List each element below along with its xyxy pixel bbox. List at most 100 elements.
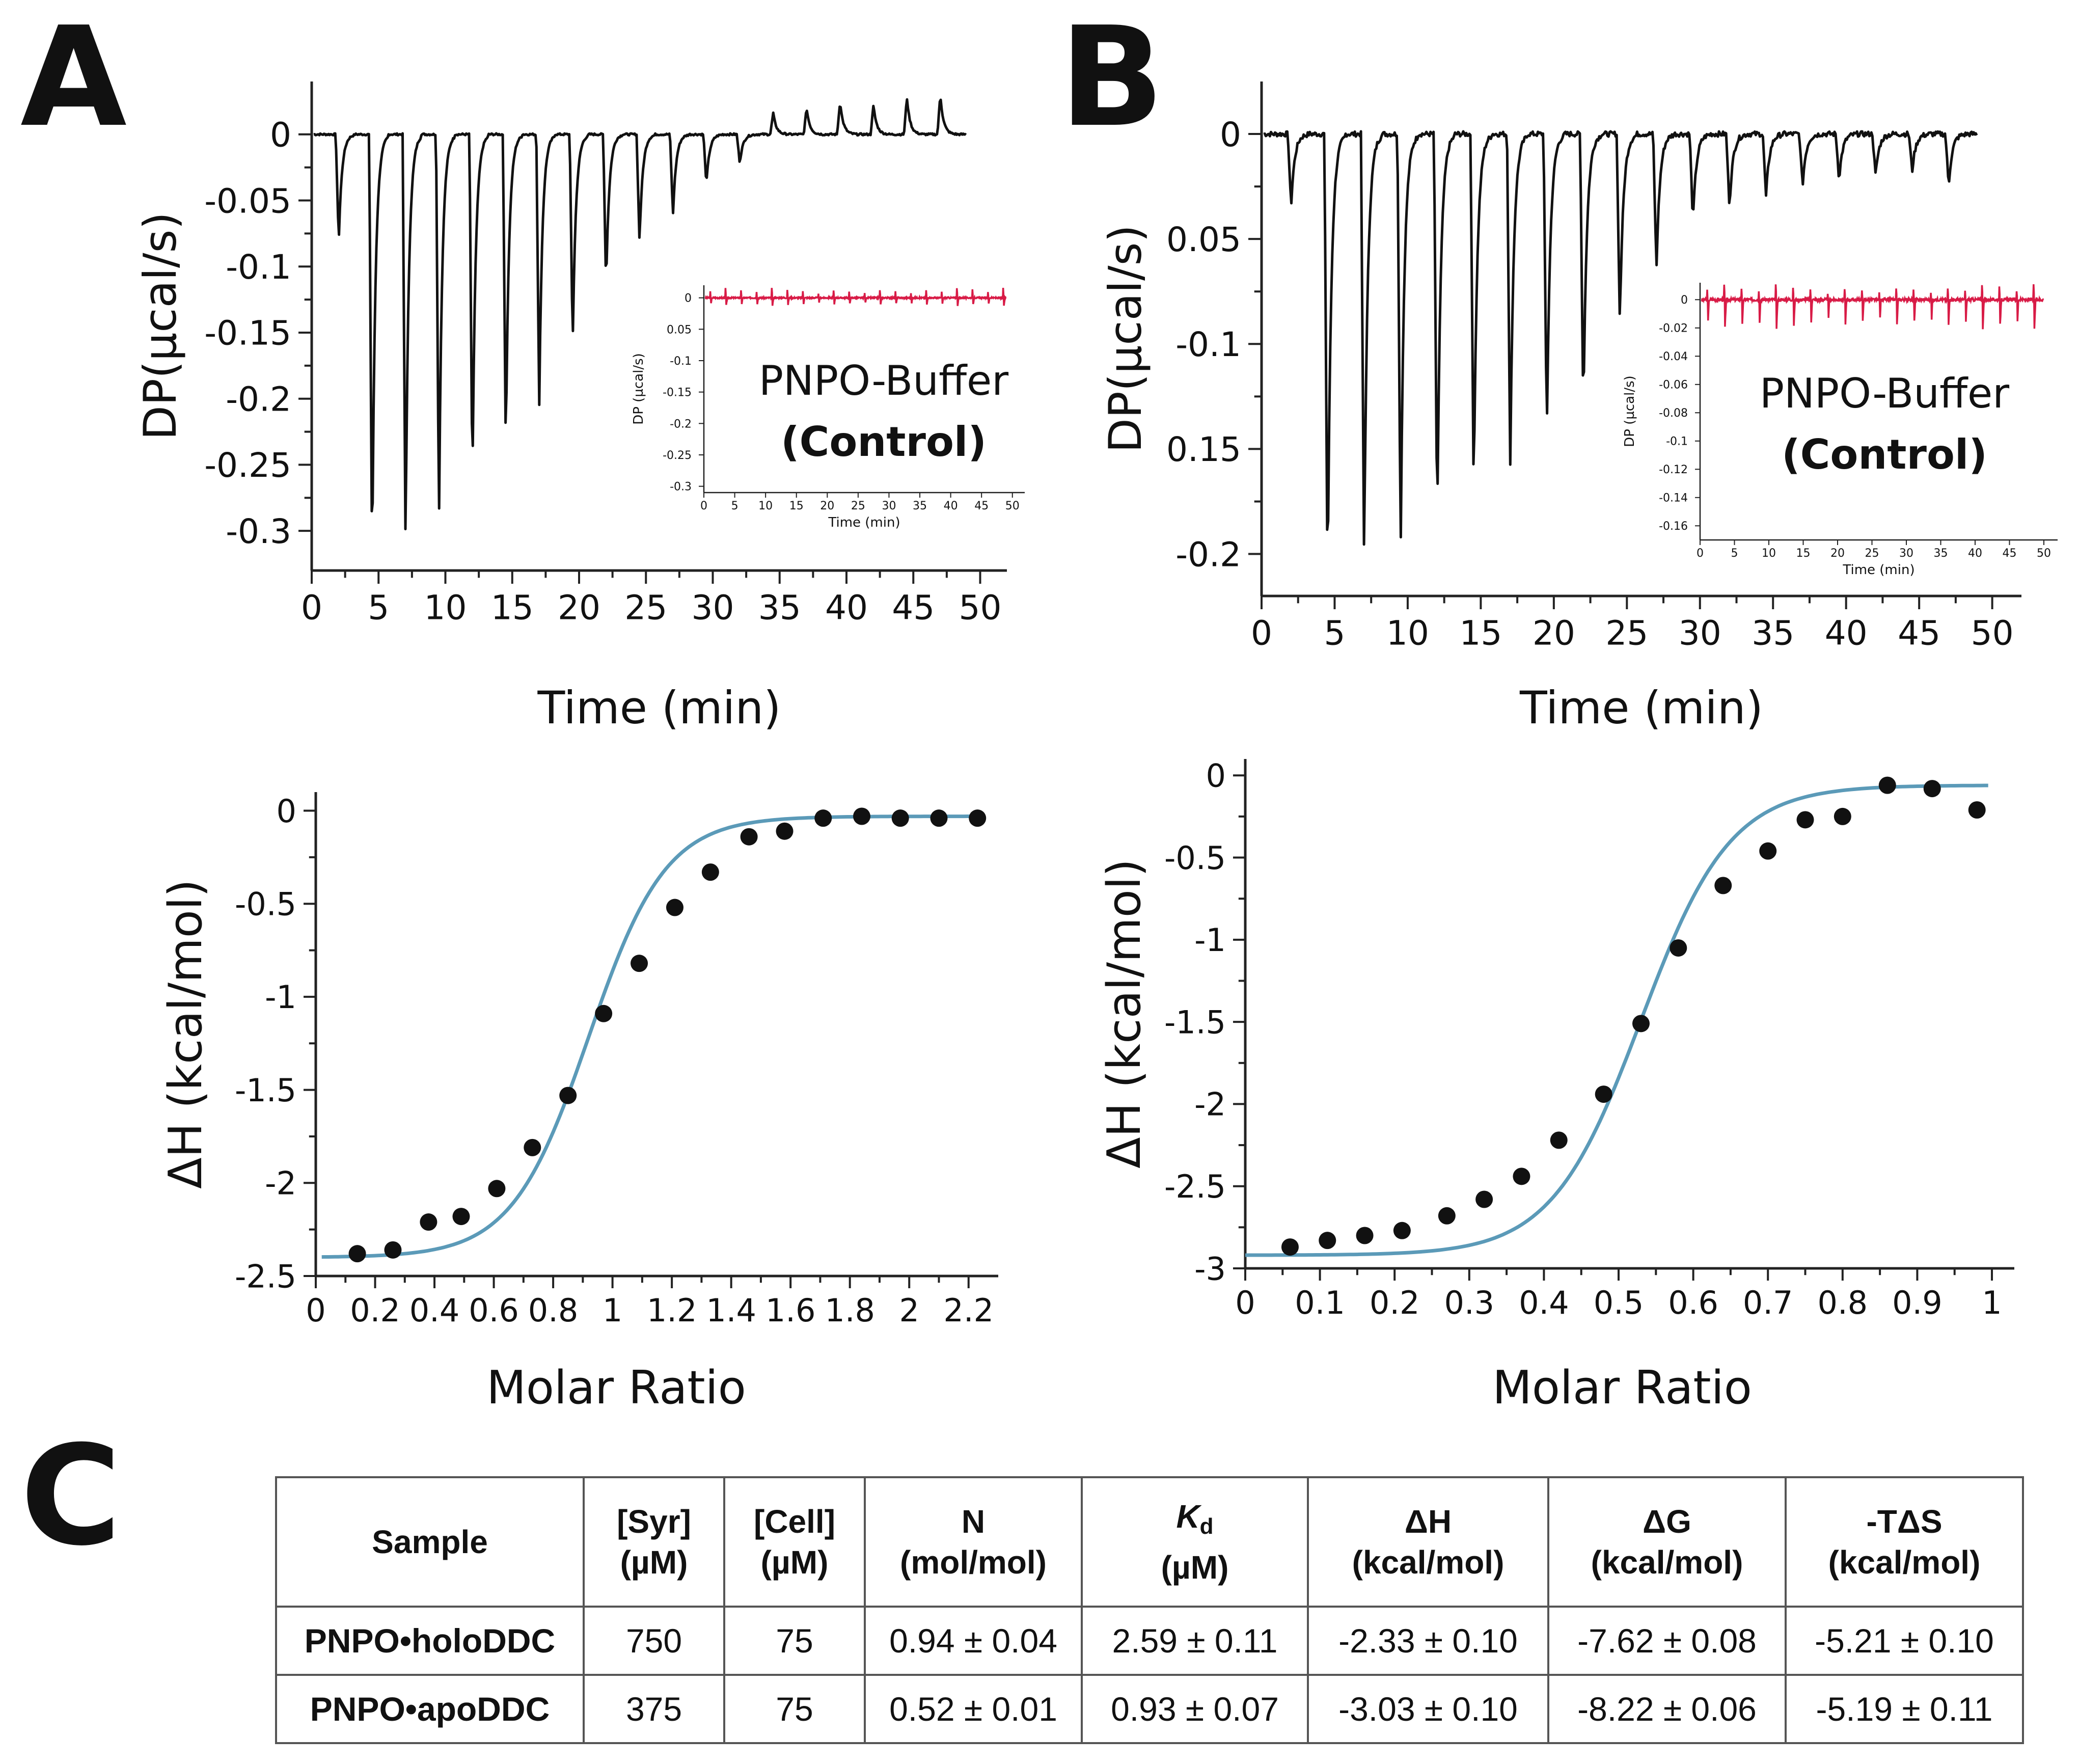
y-tick-label: -0.06	[1659, 379, 1688, 392]
x-tick-label: 0	[306, 1292, 325, 1329]
binding-isotherm-a: 0 0.2 0.4 0.6 0.8 1 1.2 1.4 1.6 1.8 2 2.2 0 -0.5 -1 -1.…	[159, 792, 998, 1415]
x-tick-label: 1	[603, 1292, 622, 1329]
x-tick-label: 0.4	[409, 1292, 460, 1329]
y-tick-label: 0	[1220, 115, 1241, 154]
x-tick-label: 45	[974, 500, 989, 512]
table-cell: 75	[723, 1606, 866, 1676]
x-tick-label: 10	[1762, 547, 1776, 560]
table-cell: -3.03 ± 0.10	[1307, 1674, 1549, 1744]
fit-curve	[321, 815, 980, 1259]
data-point	[701, 863, 719, 881]
x-tick-label: 2.2	[943, 1292, 994, 1329]
x-tick-label: 20	[820, 500, 834, 512]
x-tick-label: 25	[624, 588, 667, 627]
data-point	[1796, 811, 1814, 829]
table-cell: -2.33 ± 0.10	[1307, 1606, 1549, 1676]
data-point	[930, 809, 948, 827]
y-tick-label: 0	[277, 793, 296, 830]
x-tick-label: 0	[301, 588, 322, 627]
x-tick-label: 30	[882, 500, 896, 512]
control-inset: 0 5 10 15 20 25 30 35 40 45 50 0 0.05 -0.1 -0.15 -0.2 -0…	[631, 285, 1025, 530]
x-tick-label: 0.3	[1444, 1284, 1495, 1321]
y-tick-label: -0.25	[663, 449, 692, 462]
data-point	[1759, 842, 1777, 860]
data-point	[384, 1241, 402, 1259]
x-tick-label: 5	[1731, 547, 1738, 560]
x-tick-label: 10	[424, 588, 467, 627]
header-kd: Kd (µM)	[1081, 1476, 1309, 1608]
y-tick-label: -0.16	[1659, 520, 1688, 533]
y-tick-label: -1.5	[1164, 1003, 1226, 1041]
table-cell: 0.94 ± 0.04	[864, 1606, 1083, 1676]
inset-title: PNPO-Buffer	[1760, 370, 2009, 417]
y-tick-label: -1	[265, 979, 296, 1016]
x-tick-label: 0.6	[469, 1292, 519, 1329]
x-axis-label: Time (min)	[1519, 682, 1763, 734]
table-cell: 375	[583, 1674, 725, 1744]
data-point	[1356, 1227, 1374, 1244]
x-tick-label: 45	[2003, 547, 2017, 560]
y-tick-label: -0.04	[1659, 350, 1688, 363]
x-tick-label: 0.8	[528, 1292, 579, 1329]
x-tick-label: 0.2	[1370, 1284, 1420, 1321]
y-axis-label: DP(µcal/s)	[1099, 225, 1152, 453]
x-axis-label: Time (min)	[537, 682, 781, 734]
data-point	[1281, 1238, 1299, 1256]
data-point	[1595, 1085, 1612, 1103]
x-axis-label: Time (min)	[828, 515, 900, 530]
y-tick-label: -0.5	[235, 886, 296, 923]
y-tick-label: -0.02	[1659, 322, 1688, 335]
y-tick-label: -0.12	[1659, 464, 1688, 476]
x-tick-label: 2	[899, 1292, 919, 1329]
x-axis-label: Molar Ratio	[486, 1361, 746, 1415]
x-tick-label: 45	[892, 588, 935, 627]
data-point	[559, 1087, 577, 1104]
data-point	[1670, 939, 1687, 957]
y-axis-label: DP(µcal/s)	[134, 212, 186, 440]
table-cell: -5.21 ± 0.10	[1785, 1606, 2024, 1676]
y-tick-label: -0.3	[670, 481, 692, 494]
x-tick-label: 15	[1459, 613, 1502, 653]
x-tick-label: 25	[1605, 613, 1648, 653]
inset-subtitle: (Control)	[781, 418, 987, 466]
y-tick-label: -2.5	[235, 1258, 296, 1295]
x-tick-label: 40	[1825, 613, 1868, 653]
data-point	[1923, 780, 1941, 798]
x-tick-label: 1	[1982, 1284, 2002, 1321]
thermogram-trace	[1263, 130, 1978, 546]
data-point	[524, 1138, 541, 1156]
y-tick-label: -0.05	[204, 181, 291, 221]
y-tick-label: 0.15	[1166, 430, 1241, 469]
x-tick-label: 40	[1968, 547, 1982, 560]
y-tick-label: 0	[1206, 757, 1226, 795]
data-point	[1319, 1232, 1336, 1250]
header-n: N (mol/mol)	[864, 1476, 1083, 1608]
data-point	[631, 955, 648, 972]
x-tick-label: 45	[1898, 613, 1940, 653]
x-tick-label: 5	[1324, 613, 1345, 653]
y-tick-label: -2.5	[1164, 1168, 1226, 1205]
x-tick-label: 35	[1752, 613, 1794, 653]
panel-label-c: C	[20, 1416, 121, 1576]
data-point	[969, 809, 987, 827]
y-tick-label: -1	[1194, 921, 1226, 959]
data-point	[740, 828, 758, 846]
data-point	[1475, 1190, 1493, 1208]
y-tick-label: -0.1	[1175, 325, 1241, 364]
y-tick-label: -0.1	[1666, 436, 1688, 448]
data-point	[420, 1213, 437, 1231]
y-tick-label: -0.15	[663, 387, 692, 399]
x-tick-label: 0.1	[1295, 1284, 1345, 1321]
table-header-row: Sample [Syr] (µM) [Cell] (µM) N (mol/mol) K…	[275, 1476, 2024, 1608]
x-tick-label: 35	[758, 588, 801, 627]
control-inset: 0 5 10 15 20 25 30 35 40 45 50 0 -0.02 -0.04 -0.06 -0.0…	[1622, 283, 2058, 578]
x-tick-label: 50	[2037, 547, 2051, 560]
y-tick-label: -0.5	[1164, 839, 1226, 877]
x-tick-label: 30	[692, 588, 734, 627]
data-point	[853, 807, 870, 825]
header-sample: Sample	[275, 1476, 585, 1608]
data-point	[488, 1180, 506, 1198]
table-cell: -7.62 ± 0.08	[1547, 1606, 1787, 1676]
x-tick-label: 1.2	[647, 1292, 697, 1329]
x-tick-label: 5	[731, 500, 738, 512]
